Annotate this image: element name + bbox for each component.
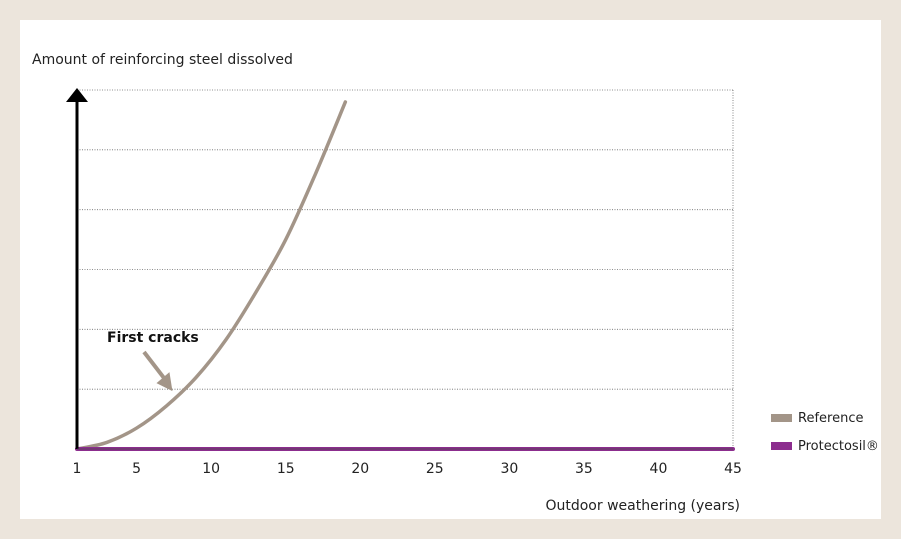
x-tick-label: 1 — [73, 461, 82, 477]
legend-label: Protectosil® — [798, 439, 879, 454]
x-axis-title: Outdoor weathering (years) — [545, 498, 740, 514]
x-tick-label: 5 — [132, 461, 141, 477]
annotation: First cracks — [107, 330, 199, 392]
axes — [66, 88, 733, 450]
gridlines — [77, 89, 734, 449]
legend-label: Reference — [798, 411, 863, 426]
x-tick-labels: 1 5 10 15 20 25 30 35 40 45 — [73, 461, 742, 477]
annotation-arrow-shaft — [142, 350, 169, 383]
x-tick-label: 15 — [277, 461, 295, 477]
annotation-arrowhead — [156, 372, 173, 392]
annotation-label: First cracks — [107, 330, 199, 346]
legend: Reference Protectosil® — [771, 411, 879, 454]
x-tick-label: 10 — [202, 461, 220, 477]
y-axis-title: Amount of reinforcing steel dissolved — [32, 52, 293, 68]
series-layer — [75, 100, 735, 451]
x-tick-label: 45 — [724, 461, 742, 477]
x-tick-label: 25 — [426, 461, 444, 477]
x-tick-label: 40 — [650, 461, 668, 477]
y-axis-arrowhead — [66, 88, 88, 102]
x-tick-label: 35 — [575, 461, 593, 477]
series-line-reference — [75, 100, 348, 451]
x-tick-label: 20 — [351, 461, 369, 477]
x-tick-label: 30 — [500, 461, 518, 477]
legend-swatch — [771, 414, 792, 422]
legend-swatch — [771, 442, 792, 450]
